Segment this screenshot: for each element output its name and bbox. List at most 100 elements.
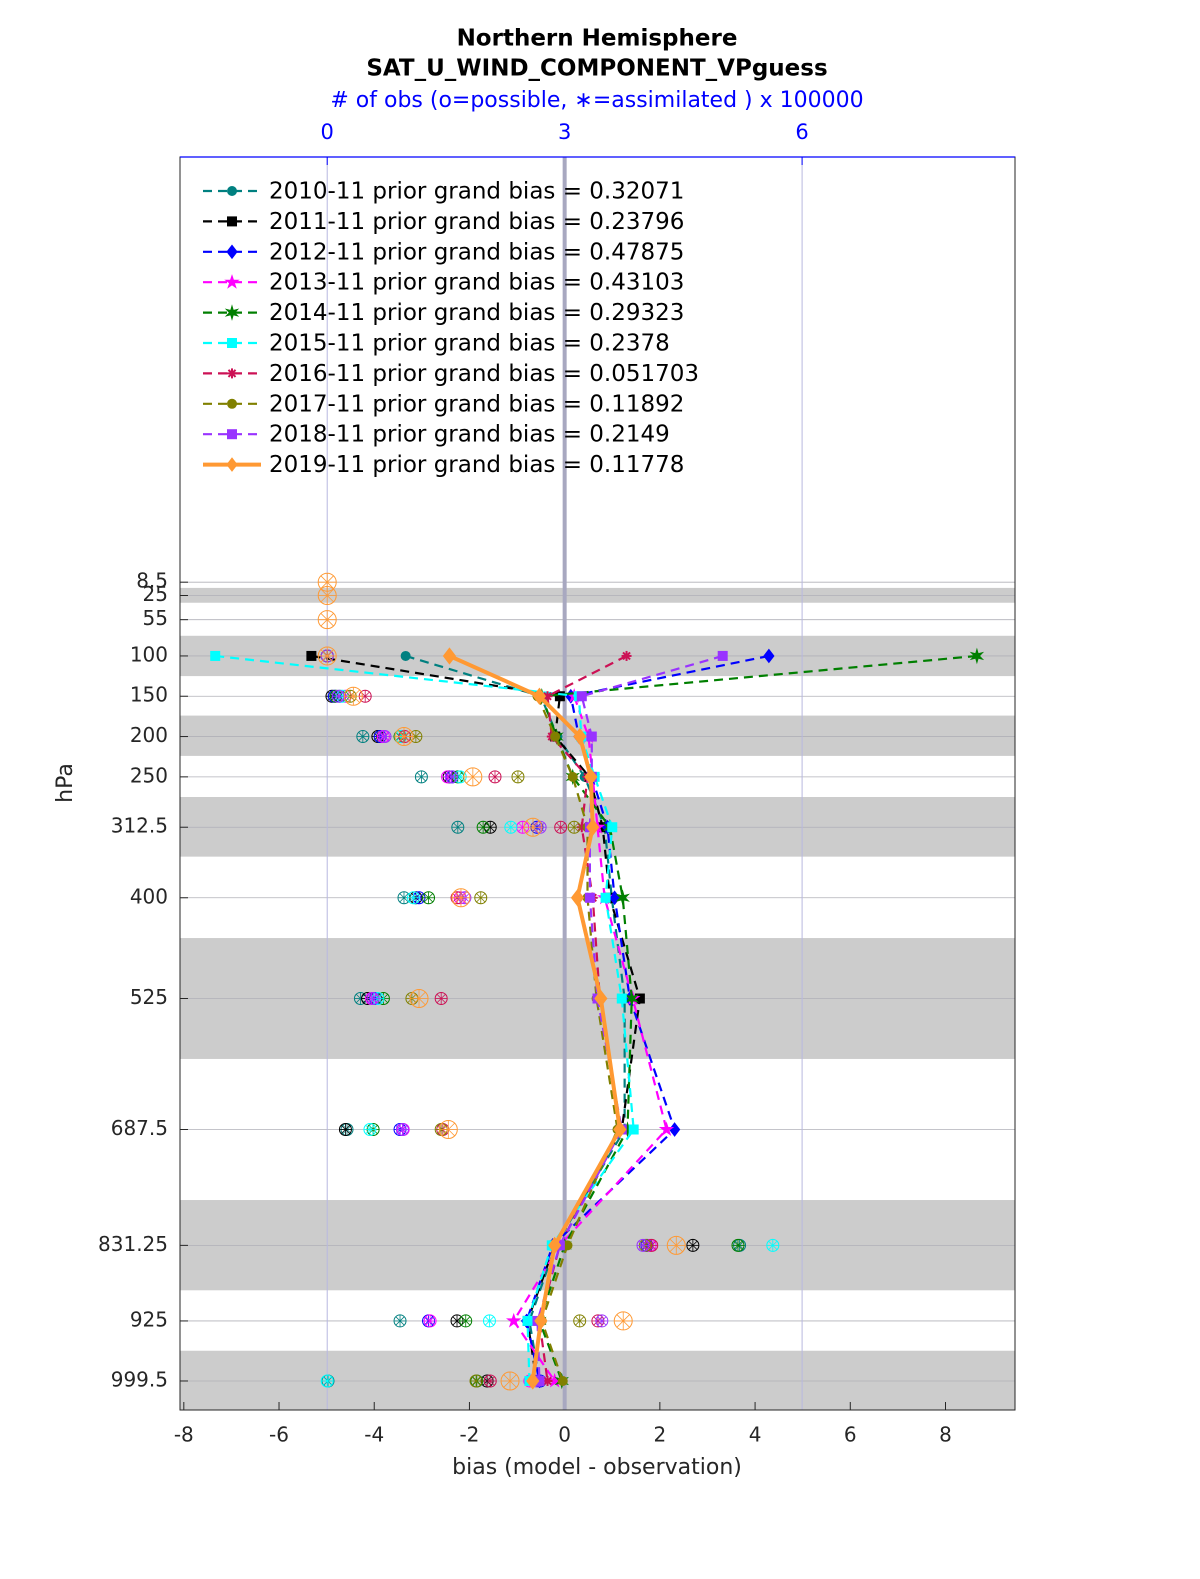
point-marker	[562, 1240, 573, 1251]
point-marker	[717, 650, 728, 661]
point-marker	[634, 993, 645, 1004]
point-marker	[586, 731, 597, 742]
obs-assimilated	[669, 1238, 683, 1253]
obs-marker	[463, 767, 483, 787]
obs-assimilated	[436, 993, 446, 1004]
series-line	[538, 654, 978, 1382]
marker-shape	[615, 889, 630, 907]
obs-assimilated	[320, 613, 334, 627]
marker-shape	[543, 692, 552, 701]
chart-title: Northern Hemisphere	[457, 26, 738, 52]
y-tick-label: 150	[130, 683, 168, 707]
marker-shape	[634, 993, 645, 1004]
obs-assimilated	[397, 1124, 407, 1135]
obs-assimilated	[503, 1374, 517, 1388]
obs-assimilated	[380, 732, 390, 742]
marker-shape	[586, 818, 600, 836]
shaded-layer	[180, 715, 1015, 756]
obs-marker	[423, 1314, 437, 1328]
obs-marker	[731, 1238, 745, 1252]
obs-marker	[554, 820, 568, 834]
marker-shape	[570, 889, 585, 907]
obs-marker	[366, 992, 380, 1006]
marker-shape	[576, 691, 587, 702]
obs-marker	[409, 989, 429, 1009]
point-marker	[763, 648, 775, 664]
x-tick-label: -4	[364, 1423, 384, 1447]
point-marker	[532, 687, 547, 705]
obs-marker	[331, 689, 345, 703]
y-tick-label: 100	[130, 642, 168, 666]
marker-shape	[227, 216, 237, 227]
marker-shape	[613, 1120, 627, 1139]
marker-shape	[969, 647, 985, 665]
obs-marker	[317, 610, 337, 630]
obs-marker	[320, 1374, 334, 1388]
marker-shape	[306, 650, 317, 661]
point-marker	[586, 818, 600, 836]
obs-assimilated	[368, 993, 378, 1004]
marker-shape	[554, 691, 565, 702]
point-marker	[526, 1372, 540, 1390]
series-line	[536, 695, 619, 1382]
point-marker	[227, 368, 237, 379]
obs-marker	[395, 1122, 409, 1136]
marker-shape	[600, 892, 611, 903]
obs-marker	[476, 820, 490, 834]
marker-shape	[400, 650, 411, 661]
obs-assimilated	[461, 1316, 471, 1326]
obs-assimilated	[320, 649, 334, 663]
x-tick-label: 0	[558, 1423, 571, 1447]
y-tick-label: 687.5	[111, 1116, 168, 1140]
point-marker	[584, 768, 598, 786]
x-tick-label: -2	[459, 1423, 479, 1447]
x-tick-label: 4	[749, 1423, 762, 1447]
point-marker	[576, 691, 587, 702]
obs-assimilated	[466, 770, 480, 784]
point-marker	[594, 989, 608, 1008]
point-marker	[400, 650, 411, 661]
legend-label: 2015-11 prior grand bias = 0.2378	[269, 331, 670, 357]
obs-assimilated	[484, 1316, 494, 1326]
point-marker	[615, 889, 630, 907]
obs-marker	[338, 1122, 352, 1136]
obs-marker	[613, 1311, 633, 1331]
obs-marker	[378, 730, 392, 744]
obs-assimilated	[688, 1240, 698, 1250]
obs-marker	[406, 891, 420, 905]
marker-shape	[550, 731, 561, 742]
point-marker	[534, 1375, 545, 1386]
marker-shape	[668, 1122, 681, 1137]
point-marker	[554, 691, 565, 702]
obs-assimilated	[452, 1316, 462, 1326]
obs-assimilated	[733, 1240, 743, 1250]
point-marker	[548, 1236, 562, 1254]
obs-assimilated	[333, 691, 343, 701]
obs-marker	[343, 686, 363, 706]
marker-shape	[717, 650, 728, 661]
marker-shape	[584, 768, 598, 786]
legend-label: 2014-11 prior grand bias = 0.29323	[269, 300, 684, 326]
point-marker	[584, 892, 595, 903]
obs-assimilated	[455, 772, 465, 782]
point-marker	[534, 1312, 548, 1330]
obs-marker	[444, 770, 458, 784]
legend-label: 2016-11 prior grand bias = 0.051703	[269, 361, 699, 387]
y-tick-label: 831.25	[98, 1232, 168, 1256]
marker-shape	[227, 398, 237, 409]
obs-assimilated	[365, 1124, 375, 1135]
obs-marker	[567, 820, 581, 834]
marker-shape	[658, 1121, 675, 1137]
obs-marker	[438, 1119, 458, 1139]
obs-marker	[474, 891, 488, 905]
obs-assimilated	[453, 822, 463, 832]
marker-shape	[534, 1375, 545, 1386]
obs-assimilated	[575, 1316, 585, 1326]
obs-assimilated	[346, 689, 360, 703]
point-marker	[570, 889, 585, 907]
point-marker	[224, 304, 240, 321]
obs-assimilated	[340, 1124, 350, 1135]
obs-assimilated	[518, 822, 528, 832]
point-marker	[550, 731, 561, 742]
obs-marker	[414, 770, 428, 784]
